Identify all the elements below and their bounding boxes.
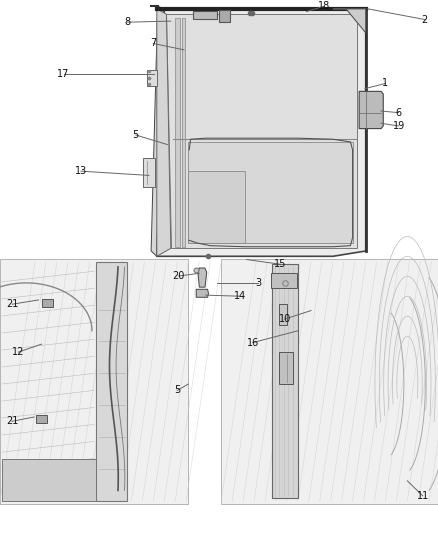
Polygon shape [359,91,383,128]
Bar [193,11,217,19]
Bar [2,458,96,501]
Bar [42,299,53,307]
Polygon shape [157,9,366,256]
Bar [279,352,293,384]
Bar [0,259,188,504]
Bar [175,18,180,247]
Polygon shape [188,171,245,243]
Text: 7: 7 [150,38,156,49]
Text: 18: 18 [318,1,330,11]
Text: 17: 17 [57,69,70,79]
Bar [182,18,185,247]
Polygon shape [96,262,127,501]
Bar [219,11,230,22]
Text: 16: 16 [247,337,259,348]
Text: 21: 21 [6,299,18,309]
Text: 3: 3 [255,278,261,288]
Text: 5: 5 [174,385,180,395]
Polygon shape [188,142,353,243]
Text: 10: 10 [279,314,291,324]
Bar [271,273,297,288]
Polygon shape [143,158,155,187]
Text: 8: 8 [124,17,130,27]
Text: 2: 2 [422,14,428,25]
Text: 11: 11 [417,491,429,500]
Bar [279,304,287,326]
Text: 14: 14 [234,291,246,301]
Bar [221,259,438,504]
Polygon shape [166,14,357,248]
Text: 21: 21 [6,416,18,426]
Text: 13: 13 [75,166,87,176]
Text: 12: 12 [12,347,25,357]
Polygon shape [198,268,207,287]
Polygon shape [157,9,171,256]
Bar [147,70,157,86]
Text: 19: 19 [392,121,405,131]
Text: 6: 6 [396,108,402,118]
Text: 1: 1 [382,78,389,88]
Text: 20: 20 [173,271,185,281]
Text: 5: 5 [133,130,139,140]
Polygon shape [272,264,298,498]
Polygon shape [196,289,208,297]
Text: 15: 15 [274,259,286,269]
Bar [36,415,47,423]
Polygon shape [333,9,366,33]
Polygon shape [151,6,164,256]
